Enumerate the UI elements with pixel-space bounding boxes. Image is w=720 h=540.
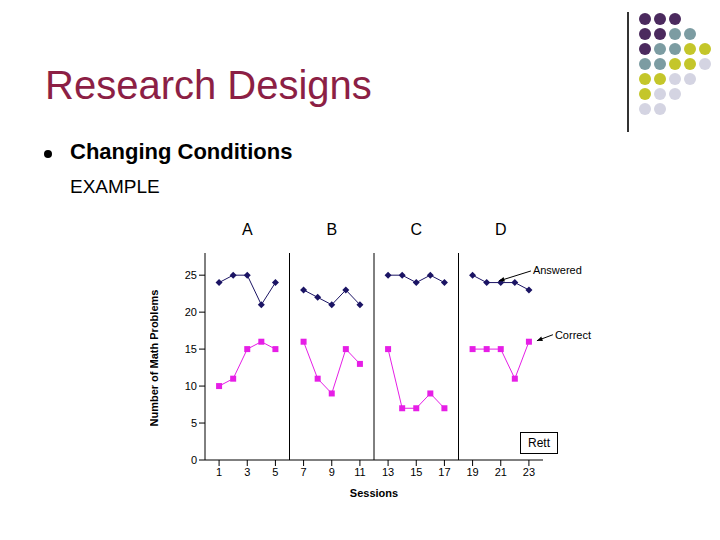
svg-text:11: 11 (354, 466, 365, 478)
svg-text:3: 3 (244, 466, 250, 478)
svg-text:20: 20 (185, 306, 197, 318)
html-text:Rett: Rett (528, 436, 550, 450)
svg-text:A: A (242, 221, 253, 238)
svg-text:15: 15 (410, 466, 422, 478)
svg-text:D: D (495, 221, 507, 238)
svg-text:5: 5 (191, 417, 197, 429)
html-text:Research Designs: Research Designs (45, 63, 372, 107)
html-text:EXAMPLE: EXAMPLE (70, 176, 160, 197)
svg-text:Number of Math Problems: Number of Math Problems (150, 290, 160, 427)
svg-text:23: 23 (523, 466, 535, 478)
html-text:Changing Conditions: Changing Conditions (70, 139, 293, 164)
svg-text:7: 7 (301, 466, 307, 478)
svg-text:Sessions: Sessions (350, 487, 398, 499)
svg-text:5: 5 (272, 466, 278, 478)
svg-text:13: 13 (382, 466, 394, 478)
svg-text:1: 1 (216, 466, 222, 478)
svg-text:Answered: Answered (533, 264, 582, 276)
svg-text:B: B (326, 221, 337, 238)
svg-text:10: 10 (185, 380, 197, 392)
svg-text:Correct: Correct (555, 329, 591, 341)
svg-text:21: 21 (495, 466, 507, 478)
svg-text:19: 19 (466, 466, 478, 478)
svg-text:C: C (410, 221, 422, 238)
svg-text:25: 25 (185, 269, 197, 281)
svg-text:17: 17 (438, 466, 450, 478)
svg-text:0: 0 (191, 454, 197, 466)
svg-text:9: 9 (329, 466, 335, 478)
svg-text:15: 15 (185, 343, 197, 355)
